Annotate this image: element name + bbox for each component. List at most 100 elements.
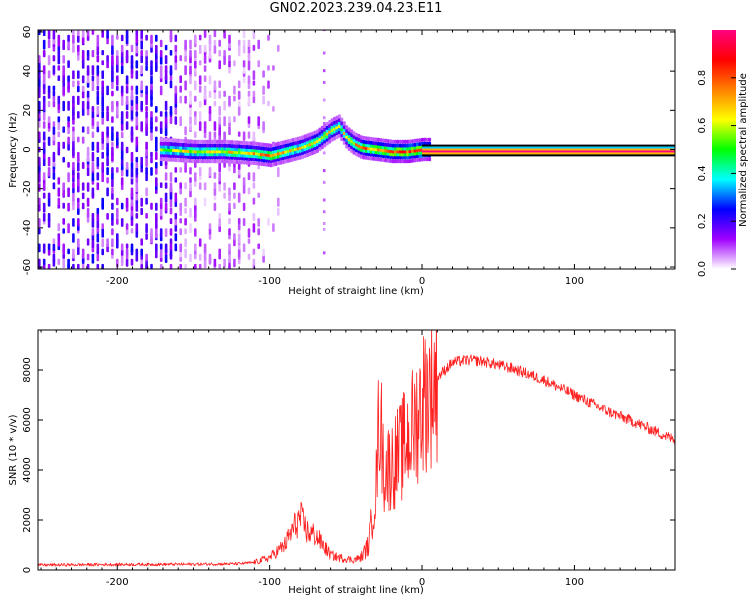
spectrogram-cell — [174, 116, 178, 125]
spectrogram-cell — [345, 129, 349, 133]
spectrogram-cell — [228, 187, 231, 196]
spectrogram-cell — [296, 136, 300, 141]
spectrogram-cell — [391, 143, 395, 148]
spectrogram-cell — [203, 85, 207, 95]
spectrogram-cell — [130, 258, 134, 266]
spectrogram-cell — [367, 140, 371, 145]
spectrogram-cell — [340, 137, 344, 142]
spectrogram-cell — [47, 100, 51, 108]
spectrogram-cell — [422, 152, 675, 155]
spectrogram-cell — [230, 152, 234, 157]
spectrogram-cell — [228, 263, 231, 269]
spectrogram-cell — [269, 156, 273, 161]
spectrogram-cell — [162, 150, 166, 155]
spectrogram-cell — [213, 100, 217, 107]
spectrogram-cell — [252, 172, 256, 182]
spectrogram-cell — [145, 172, 148, 182]
spectrogram-cell — [198, 182, 202, 190]
spectrogram-cell — [198, 44, 202, 54]
spectrogram-cell — [322, 198, 326, 202]
spectrogram-cell — [203, 139, 207, 144]
spectrogram-cell — [179, 154, 183, 159]
spectrogram-cell — [301, 135, 305, 140]
spectrogram-cell — [303, 154, 307, 158]
spectrogram-cell — [362, 135, 366, 140]
spectrogram-cell — [116, 131, 119, 138]
spectrogram-cell — [262, 121, 265, 131]
spectrogram-cell — [106, 187, 109, 197]
spectrogram-cell — [257, 218, 260, 227]
spectrogram-cell — [174, 213, 178, 220]
spectrogram-cell — [318, 131, 322, 136]
spectrogram-cell — [191, 139, 195, 144]
spectrogram-cell — [384, 142, 388, 147]
spectrogram-cell — [250, 157, 254, 162]
spectrogram-cell — [120, 141, 124, 151]
spectrogram-cell — [211, 155, 215, 160]
spectrogram-cell — [91, 50, 95, 58]
spectrogram-cell — [247, 238, 251, 244]
spectrogram-cell — [164, 44, 168, 51]
spectrogram-cell — [316, 133, 319, 138]
spectrogram-cell — [101, 238, 104, 248]
spectrogram-cell — [252, 182, 256, 189]
spectrogram-cell — [328, 120, 332, 124]
spectrogram-cell — [247, 95, 251, 106]
spectrogram-cell — [196, 155, 200, 160]
spectrogram-cell — [111, 177, 114, 188]
spectrogram-cell — [130, 90, 134, 101]
spectrogram-cell — [218, 39, 221, 47]
spectrogram-cell — [86, 65, 90, 76]
spectrogram-cell — [198, 167, 202, 176]
spectrogram-cell — [140, 238, 143, 246]
spectrogram-cell — [206, 146, 210, 151]
spectrogram-cell — [267, 159, 271, 163]
spectrogram-cell — [208, 233, 212, 240]
spectrogram-cell — [294, 156, 297, 161]
spectrogram-cell — [342, 121, 346, 126]
spectrogram-cell — [57, 95, 61, 105]
spectrogram-cell — [120, 202, 124, 210]
spectrogram-cell — [394, 139, 397, 144]
spectrogram-cell — [38, 258, 41, 269]
spectrogram-cell — [252, 95, 256, 104]
spectrogram-cell — [172, 151, 176, 156]
spectrogram-cell — [67, 248, 70, 255]
spectrogram-cell — [233, 150, 237, 155]
spectrogram-cell — [72, 248, 75, 259]
spectrogram-cell — [367, 146, 371, 151]
spectrogram-cell — [323, 143, 327, 148]
spectrogram-cell — [401, 159, 405, 164]
spectrogram-cell — [325, 125, 329, 130]
spectrogram-cell — [369, 146, 373, 151]
spectrogram-cell — [135, 30, 139, 36]
spectrogram-cell — [174, 233, 178, 242]
spectrogram-cell — [294, 141, 297, 146]
spectrogram-cell — [52, 243, 56, 252]
spectrogram-cell — [391, 146, 395, 151]
spectrogram-cell — [259, 152, 263, 157]
spectrogram-cell — [320, 135, 324, 140]
spectrogram-cell — [111, 167, 114, 174]
spectrogram-cell — [67, 258, 70, 269]
spectrogram-cell — [198, 60, 202, 66]
spectrogram-cell — [106, 85, 109, 96]
spectrogram-cell — [333, 116, 336, 121]
spectrogram-cell — [257, 39, 260, 50]
spectrogram-cell — [223, 116, 226, 127]
spectrogram-cell — [420, 157, 424, 162]
spectrogram-cell — [111, 213, 114, 220]
spectrogram-cell — [101, 172, 104, 183]
spectrogram-cell — [125, 75, 129, 85]
spectrogram-cell — [277, 145, 280, 150]
spectrogram-cell — [140, 55, 143, 64]
spectrogram-cell — [91, 80, 95, 87]
spectrogram-cell — [237, 131, 241, 137]
spectrogram-cell — [406, 139, 410, 144]
spectrogram-cell — [169, 207, 173, 215]
spectrogram-cell — [422, 148, 675, 151]
spectrogram-cell — [218, 106, 221, 116]
spectrogram-cell — [223, 50, 226, 57]
spectrogram-cell — [81, 263, 85, 269]
spectrogram-cell — [67, 121, 70, 128]
